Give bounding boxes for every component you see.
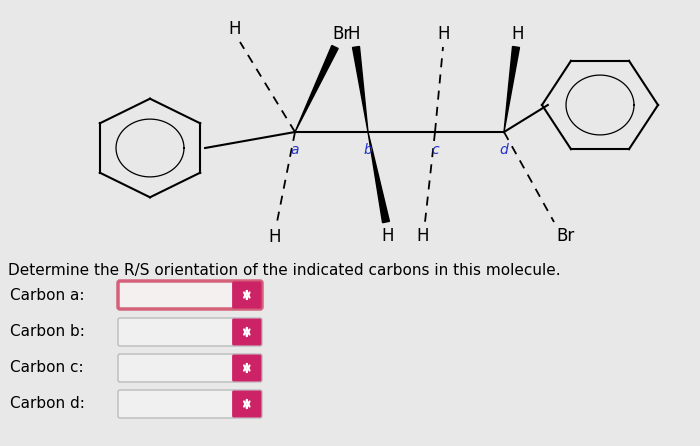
Polygon shape — [353, 46, 368, 132]
Text: a: a — [290, 143, 300, 157]
FancyBboxPatch shape — [118, 354, 262, 382]
FancyBboxPatch shape — [118, 318, 262, 346]
FancyBboxPatch shape — [232, 318, 262, 346]
FancyBboxPatch shape — [232, 281, 262, 309]
Text: H: H — [269, 228, 281, 246]
Text: H: H — [438, 25, 450, 43]
Text: Br: Br — [333, 25, 351, 43]
FancyBboxPatch shape — [118, 281, 262, 309]
Text: H: H — [229, 20, 241, 38]
Text: b: b — [363, 143, 372, 157]
Text: Carbon d:: Carbon d: — [10, 396, 85, 412]
Text: H: H — [512, 25, 524, 43]
Text: Determine the R/S orientation of the indicated carbons in this molecule.: Determine the R/S orientation of the ind… — [8, 263, 561, 277]
Text: c: c — [431, 143, 439, 157]
Text: Br: Br — [557, 227, 575, 245]
Text: Carbon b:: Carbon b: — [10, 325, 85, 339]
Text: H: H — [348, 25, 360, 43]
FancyBboxPatch shape — [232, 355, 262, 381]
FancyBboxPatch shape — [118, 390, 262, 418]
FancyBboxPatch shape — [232, 391, 262, 417]
Text: Carbon a:: Carbon a: — [10, 288, 85, 302]
Text: H: H — [416, 227, 429, 245]
Polygon shape — [368, 132, 389, 223]
Text: Carbon c:: Carbon c: — [10, 360, 83, 376]
Text: H: H — [382, 227, 394, 245]
Polygon shape — [504, 46, 519, 132]
Polygon shape — [295, 45, 338, 132]
Text: d: d — [500, 143, 508, 157]
